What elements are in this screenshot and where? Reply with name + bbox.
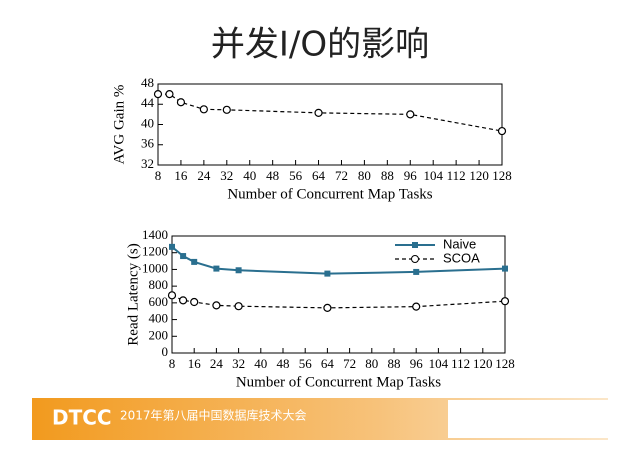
x-tick-label: 48 xyxy=(277,356,290,371)
x-axis-label: Number of Concurrent Map Tasks xyxy=(236,374,441,390)
point xyxy=(324,270,331,277)
y-tick-label: 1000 xyxy=(142,260,168,275)
y-tick-label: 44 xyxy=(141,95,155,110)
point xyxy=(234,302,243,311)
point xyxy=(191,258,198,265)
point xyxy=(169,243,175,250)
point xyxy=(413,268,420,275)
y-tick-label: 36 xyxy=(141,136,155,151)
point xyxy=(176,98,186,107)
y-tick-label: 400 xyxy=(149,311,169,326)
x-tick-label: 88 xyxy=(381,168,394,183)
x-tick-label: 104 xyxy=(429,356,449,371)
x-tick-label: 96 xyxy=(404,168,418,183)
x-tick-label: 8 xyxy=(155,168,162,183)
point xyxy=(235,267,242,274)
x-tick-label: 72 xyxy=(343,356,356,371)
x-tick-label: 48 xyxy=(266,168,279,183)
x-tick-label: 24 xyxy=(197,168,211,183)
y-tick-label: 0 xyxy=(162,344,169,359)
point xyxy=(222,105,231,114)
x-tick-label: 128 xyxy=(492,168,512,183)
point xyxy=(497,126,507,136)
point xyxy=(190,297,199,307)
x-tick-label: 56 xyxy=(299,356,313,371)
x-tick-label: 40 xyxy=(254,356,267,371)
series-line xyxy=(158,93,503,132)
x-tick-label: 112 xyxy=(451,356,470,371)
point xyxy=(500,297,510,306)
point xyxy=(412,302,421,311)
x-tick-label: 80 xyxy=(358,168,371,183)
point xyxy=(179,296,188,305)
x-tick-label: 128 xyxy=(495,356,515,371)
footer-text: 2017年第八届中国数据库技术大会 xyxy=(120,408,307,423)
point xyxy=(153,90,163,99)
x-tick-label: 120 xyxy=(469,168,489,183)
slide-title: 并发I/O的影响 xyxy=(211,25,429,65)
x-tick-label: 32 xyxy=(232,356,245,371)
y-tick-label: 600 xyxy=(149,294,169,309)
point xyxy=(167,291,177,300)
x-tick-label: 104 xyxy=(423,168,443,183)
y-tick-label: 200 xyxy=(149,327,169,342)
point xyxy=(212,301,221,310)
x-tick-label: 40 xyxy=(243,168,256,183)
y-tick-label: 1400 xyxy=(142,227,168,242)
point xyxy=(199,105,208,114)
point xyxy=(502,265,508,272)
y-tick-label: 1200 xyxy=(142,244,168,259)
legend-marker xyxy=(411,255,419,263)
x-tick-label: 16 xyxy=(188,356,202,371)
point xyxy=(165,90,174,99)
point xyxy=(314,108,323,117)
legend-label: SCOA xyxy=(443,250,480,265)
y-tick-label: 32 xyxy=(141,156,154,171)
x-tick-label: 56 xyxy=(289,168,303,183)
x-tick-label: 80 xyxy=(365,356,378,371)
x-tick-label: 32 xyxy=(220,168,233,183)
x-tick-label: 88 xyxy=(388,356,401,371)
footer-logo: DTCC xyxy=(52,406,112,430)
y-tick-label: 40 xyxy=(141,115,154,130)
x-tick-label: 8 xyxy=(169,356,176,371)
x-axis-label: Number of Concurrent Map Tasks xyxy=(227,186,432,202)
y-axis-label: AVG Gain % xyxy=(111,85,127,165)
y-tick-label: 48 xyxy=(141,75,154,90)
point xyxy=(213,265,220,272)
point xyxy=(406,110,415,119)
y-axis-label: Read Latency (s) xyxy=(125,243,141,345)
logo-area xyxy=(448,400,608,438)
x-tick-label: 96 xyxy=(410,356,424,371)
x-tick-label: 64 xyxy=(312,168,326,183)
x-tick-label: 24 xyxy=(210,356,224,371)
x-tick-label: 64 xyxy=(321,356,335,371)
x-tick-label: 16 xyxy=(174,168,188,183)
x-tick-label: 72 xyxy=(335,168,348,183)
x-tick-label: 112 xyxy=(447,168,466,183)
x-tick-label: 120 xyxy=(473,356,493,371)
legend-label: Naive xyxy=(443,236,476,251)
y-tick-label: 800 xyxy=(149,277,169,292)
point xyxy=(323,303,332,312)
point xyxy=(180,253,187,260)
legend-marker xyxy=(412,242,418,248)
